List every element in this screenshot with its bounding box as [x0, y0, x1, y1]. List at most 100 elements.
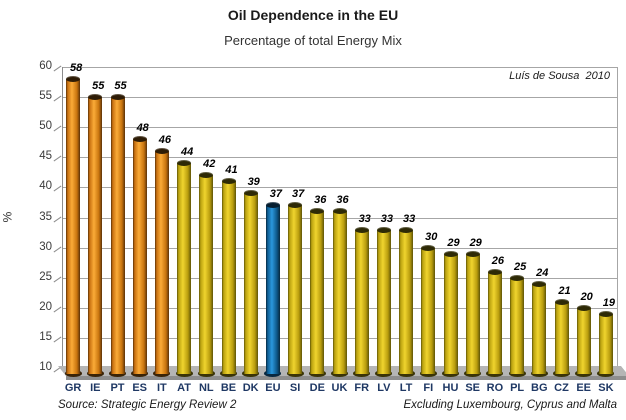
chart-floor-edge	[66, 376, 626, 380]
bar-value-NL: 42	[203, 158, 216, 171]
category-label-RO: RO	[486, 382, 504, 394]
y-tick-mark-45	[53, 155, 62, 162]
bar-cap-EU	[265, 202, 280, 209]
author-signature: Luís de Sousa 2010	[509, 70, 610, 82]
bar-BG	[532, 283, 547, 374]
bar-HU	[443, 253, 458, 374]
gridline-45	[62, 157, 617, 159]
category-label-ES: ES	[132, 382, 148, 394]
bar-BE	[221, 181, 236, 374]
bar-CZ	[554, 301, 569, 374]
bar-value-SK: 19	[602, 296, 616, 309]
bar-cap-IE	[88, 94, 103, 101]
bar-value-EE: 20	[580, 290, 593, 303]
category-label-FI: FI	[423, 382, 434, 394]
category-label-AT: AT	[177, 382, 192, 394]
bar-value-SE: 29	[469, 236, 482, 249]
bar-EE	[576, 307, 591, 374]
bar-value-UK: 36	[336, 194, 349, 207]
bar-cap-BG	[532, 280, 547, 287]
bar-SI	[288, 205, 303, 374]
bar-cap-UK	[332, 208, 347, 215]
category-label-BG: BG	[531, 382, 548, 394]
bar-cap-IT	[154, 148, 169, 155]
category-label-HU: HU	[442, 382, 459, 394]
bar-cap-SE	[465, 250, 480, 257]
y-tick-label-35: 35	[39, 210, 52, 223]
y-tick-label-55: 55	[39, 90, 52, 103]
bar-cap-HU	[443, 250, 458, 257]
y-tick-label-25: 25	[39, 270, 52, 283]
bar-cap-CZ	[554, 298, 569, 305]
bar-LT	[399, 229, 414, 374]
category-label-NL: NL	[198, 382, 214, 394]
y-tick-mark-20	[53, 306, 62, 313]
bar-NL	[199, 175, 214, 374]
bar-value-SI: 37	[291, 188, 305, 201]
category-label-IE: IE	[90, 382, 101, 394]
bar-cap-SI	[288, 202, 303, 209]
y-tick-label-15: 15	[39, 330, 52, 343]
chart-subtitle: Percentage of total Energy Mix	[224, 33, 402, 48]
plot-right-border	[617, 67, 618, 366]
category-label-BE: BE	[220, 382, 237, 394]
category-label-SI: SI	[289, 382, 301, 394]
category-label-DE: DE	[309, 382, 325, 394]
bar-value-LT: 33	[402, 212, 416, 225]
source-note: Source: Strategic Energy Review 2	[58, 399, 237, 411]
category-label-PT: PT	[110, 382, 125, 394]
category-label-DK: DK	[242, 382, 259, 394]
bar-value-IT: 46	[158, 134, 172, 147]
bar-cap-PT	[110, 94, 125, 101]
bar-cap-PL	[510, 274, 525, 281]
bar-IE	[88, 97, 103, 374]
bar-value-CZ: 21	[558, 284, 571, 297]
bar-cap-RO	[487, 268, 502, 275]
y-tick-label-30: 30	[39, 240, 52, 253]
category-label-SE: SE	[465, 382, 481, 394]
category-label-FR: FR	[354, 382, 370, 394]
category-label-UK: UK	[331, 382, 348, 394]
bar-cap-FR	[354, 226, 369, 233]
bar-cap-FI	[421, 244, 436, 251]
bar-value-RO: 26	[491, 254, 505, 267]
category-label-LT: LT	[399, 382, 413, 394]
bar-cap-LV	[376, 226, 391, 233]
bar-value-DE: 36	[314, 194, 327, 207]
bar-cap-EE	[576, 304, 591, 311]
gridline-40	[62, 187, 617, 189]
bar-EU	[265, 205, 280, 374]
gridline-55	[62, 97, 617, 99]
bar-cap-BE	[221, 178, 236, 185]
y-axis-title: %	[0, 211, 15, 223]
bar-SE	[465, 253, 480, 374]
bar-value-PL: 25	[513, 260, 527, 273]
y-tick-label-10: 10	[39, 361, 52, 373]
y-tick-mark-15	[53, 336, 62, 343]
bar-value-EU: 37	[269, 188, 283, 201]
y-tick-label-40: 40	[39, 180, 52, 193]
bar-value-PT: 55	[114, 80, 127, 93]
category-label-LV: LV	[377, 382, 391, 394]
bar-value-IE: 55	[92, 80, 105, 93]
y-tick-mark-25	[53, 276, 62, 283]
chart-title: Oil Dependence in the EU	[227, 7, 399, 23]
exclusion-note: Excluding Luxembourg, Cyprus and Malta	[403, 399, 617, 411]
y-tick-mark-30	[53, 246, 62, 253]
y-tick-mark-55	[53, 95, 62, 102]
bar-FR	[354, 229, 369, 374]
bar-cap-SK	[598, 310, 613, 317]
bar-PT	[110, 97, 125, 374]
bar-DK	[243, 193, 258, 374]
bar-value-FR: 33	[358, 212, 371, 225]
bar-cap-DE	[310, 208, 325, 215]
bar-cap-GR	[66, 76, 81, 83]
bar-DE	[310, 211, 325, 374]
bar-cap-AT	[177, 160, 192, 167]
bar-value-BG: 24	[536, 266, 549, 279]
category-label-IT: IT	[157, 382, 167, 394]
bar-value-ES: 48	[136, 122, 149, 135]
y-axis-line	[62, 67, 63, 368]
gridline-50	[62, 127, 617, 129]
